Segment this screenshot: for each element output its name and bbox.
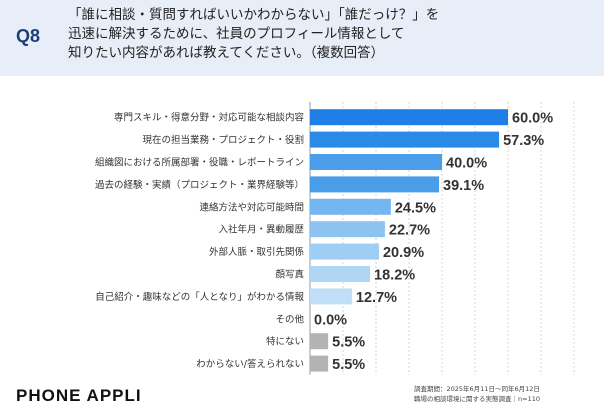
chart-value-label: 22.7% bbox=[389, 223, 430, 239]
bar-chart: 専門スキル・得意分野・対応可能な相談内容現在の担当業務・プロジェクト・役割組織図… bbox=[95, 102, 575, 375]
survey-note: 調査期間：2025年6月11日～同年6月12日 職場の相談環境に関する実態調査｜… bbox=[414, 384, 600, 404]
chart-value-label: 40.0% bbox=[446, 156, 487, 172]
chart-bar bbox=[310, 221, 385, 238]
chart-value-label: 18.2% bbox=[374, 268, 415, 284]
question-line-1: 「誰に相談・質問すればいいかわからない」「誰だっけ？」を bbox=[68, 7, 440, 23]
chart-bar bbox=[310, 198, 391, 215]
survey-period: 調査期間：2025年6月11日～同年6月12日 bbox=[414, 385, 540, 393]
question-header bbox=[0, 0, 604, 76]
chart-value-label: 5.5% bbox=[332, 357, 365, 373]
chart-value-label: 5.5% bbox=[332, 335, 365, 351]
chart-category-label: 専門スキル・得意分野・対応可能な相談内容 bbox=[114, 112, 305, 124]
chart-category-label: 外部人脈・取引先関係 bbox=[209, 246, 305, 258]
chart-category-label: 顔写真 bbox=[275, 269, 304, 281]
chart-bar bbox=[310, 131, 500, 148]
question-number: Q8 bbox=[16, 26, 41, 46]
chart-value-label: 39.1% bbox=[443, 178, 484, 194]
chart-bar bbox=[310, 154, 442, 170]
chart-category-labels: 専門スキル・得意分野・対応可能な相談内容現在の担当業務・プロジェクト・役割組織図… bbox=[95, 112, 305, 370]
question-line-2: 迅速に解決するために、社員のプロフィール情報として bbox=[68, 26, 405, 42]
chart-category-label: 現在の担当業務・プロジェクト・役割 bbox=[142, 134, 304, 146]
chart-bars bbox=[310, 109, 508, 372]
question-line-3: 知りたい内容があれば教えてください。（複数回答） bbox=[68, 45, 385, 61]
chart-value-label: 24.5% bbox=[395, 200, 436, 216]
chart-bar bbox=[310, 355, 329, 372]
survey-description: 職場の相談環境に関する実態調査｜n=110 bbox=[414, 395, 540, 403]
chart-category-label: 連絡方法や対応可能時間 bbox=[199, 201, 304, 213]
chart-bar bbox=[310, 288, 352, 305]
chart-category-label: 入社年月・異動履歴 bbox=[218, 224, 304, 236]
chart-category-label: 過去の経験・実績（プロジェクト・業界経験等） bbox=[95, 179, 304, 191]
chart-value-label: 57.3% bbox=[503, 133, 544, 149]
chart-bar bbox=[310, 109, 508, 126]
chart-value-label: 60.0% bbox=[512, 111, 553, 127]
chart-category-label: わからない/答えられない bbox=[196, 358, 304, 370]
chart-value-label: 20.9% bbox=[383, 245, 424, 261]
brand-logo-text: PHONE APPLI bbox=[16, 386, 142, 405]
chart-category-label: 特にない bbox=[266, 336, 304, 348]
chart-bar bbox=[310, 333, 329, 350]
chart-bar bbox=[310, 243, 379, 260]
chart-bar bbox=[310, 266, 371, 282]
chart-value-label: 0.0% bbox=[314, 312, 347, 328]
chart-category-label: その他 bbox=[275, 313, 304, 325]
chart-category-label: 組織図における所属部署・役職・レポートライン bbox=[95, 157, 304, 169]
chart-category-label: 自己紹介・趣味などの「人となり」がわかる情報 bbox=[95, 291, 304, 303]
chart-value-label: 12.7% bbox=[356, 290, 397, 306]
question-text: 「誰に相談・質問すればいいかわからない」「誰だっけ？」を 迅速に解決するために、… bbox=[68, 6, 588, 63]
chart-value-labels: 60.0% 57.3% 40.0% 39.1% 24.5% 22.7% 20.9% 18.2%… bbox=[314, 111, 553, 373]
chart-bar bbox=[310, 176, 440, 193]
